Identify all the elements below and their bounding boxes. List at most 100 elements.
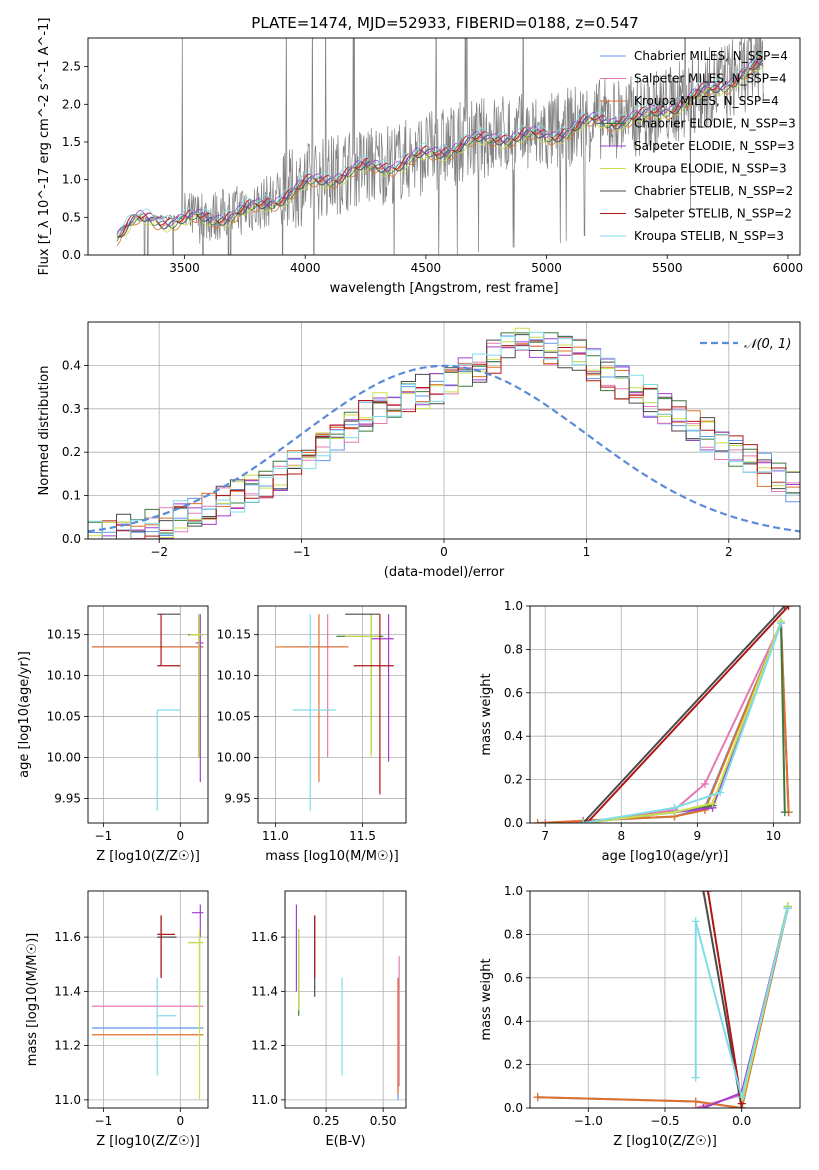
- spectrum-model-line: [117, 59, 764, 237]
- age-vs-mass-ytick-label: 10.05: [217, 710, 251, 724]
- massweight-point: [784, 606, 793, 610]
- massweight-vs-age-frame: [529, 605, 801, 824]
- massweight-vs-age-ytick-label: 0.2: [504, 773, 523, 787]
- massweight-vs-Z-panel: −1.0 −0.5 0.0 0.0 0.2 0.4 0.6 0.8 1.0 Z [log10(Z/…: [479, 884, 801, 1149]
- spectrum-xtick-label: 5500: [652, 261, 683, 275]
- massweight-point: [699, 1104, 708, 1108]
- age-vs-Z-xlabel: Z [log10(Z/Z☉)]: [96, 849, 200, 864]
- massweight-vs-Z-ytick-label: 0.6: [504, 971, 523, 985]
- age-vs-mass-xtick-label: 11.0: [262, 829, 289, 843]
- mass-vs-EBV-ytick-label: 11.0: [251, 1093, 278, 1107]
- massweight-point: [541, 819, 550, 823]
- age-vs-mass-ytick-label: 10.00: [217, 750, 251, 764]
- legend-label: 𝒩(0, 1): [744, 337, 791, 352]
- mass-vs-EBV-panel: 0.25 0.50 11.0 11.2 11.4 11.6 E(B-V): [251, 890, 407, 1149]
- mass-vs-Z-xtick-label: 0: [176, 1114, 184, 1128]
- massweight-line: [537, 908, 789, 1108]
- age-vs-Z-ytick-label: 10.15: [47, 628, 81, 642]
- massweight-vs-age-ytick-label: 0.4: [504, 729, 523, 743]
- massweight-line: [545, 622, 790, 823]
- mass-vs-EBV-xtick-label: 0.25: [313, 1114, 340, 1128]
- massweight-point: [583, 819, 592, 823]
- massweight-vs-age-xlabel: age [log10(age/yr)]: [602, 849, 729, 864]
- age-vs-Z-ytick-label: 10.10: [47, 669, 81, 683]
- spectrum-ylabel: Flux [f_λ 10^-17 erg cm^-2 s^-1 A^-1]: [37, 18, 52, 276]
- spectrum-data-line: [116, 38, 765, 255]
- legend-label: Kroupa ELODIE, N_SSP=3: [634, 162, 787, 176]
- massweight-point: [579, 819, 588, 823]
- spectrum-model-line: [116, 53, 764, 237]
- age-vs-Z-ytick-label: 9.95: [54, 791, 81, 805]
- age-vs-mass-xlabel: mass [log10(M/M☉)]: [265, 849, 398, 864]
- massweight-point: [783, 904, 792, 913]
- massweight-point: [699, 891, 708, 895]
- massweight-vs-age-ytick-label: 1.0: [504, 599, 523, 613]
- residuals-xtick-label: 0: [440, 545, 448, 559]
- residuals-xtick-label: 1: [583, 545, 591, 559]
- massweight-vs-age-ytick-label: 0.6: [504, 686, 523, 700]
- spectrum-model-line: [116, 55, 763, 239]
- massweight-vs-age-panel: 7 8 9 10 0.0 0.2 0.4 0.6 0.8 1.0 age [log10(age/yr…: [479, 599, 801, 864]
- massweight-vs-Z-ytick-label: 0.0: [504, 1101, 523, 1115]
- residuals-panel: −2 −1 0 1 2 0.0 0.1 0.2 0.3 0.4 (data-model)/error…: [37, 321, 801, 580]
- legend-label: Salpeter MILES, N_SSP=4: [634, 72, 787, 86]
- massweight-line: [707, 891, 743, 1104]
- spectrum-xlabel: wavelength [Angstrom, rest frame]: [330, 281, 559, 296]
- massweight-vs-age-xtick-label: 7: [541, 829, 549, 843]
- residual-histogram-step: [88, 336, 800, 539]
- spectrum-plot-area: [116, 38, 765, 255]
- massweight-point: [533, 1093, 542, 1102]
- massweight-line: [582, 606, 786, 823]
- age-vs-mass-panel: 11.0 11.5 9.95 10.00 10.05 10.10 10.15 mass [lo…: [217, 605, 407, 864]
- mass-vs-EBV-xlabel: E(B-V): [325, 1134, 365, 1149]
- residuals-frame: [87, 321, 801, 540]
- massweight-vs-age-ylabel: mass weight: [479, 673, 494, 755]
- spectrum-xtick-label: 4000: [290, 261, 321, 275]
- massweight-line: [537, 908, 789, 1108]
- massweight-line: [537, 623, 790, 823]
- age-vs-Z-plot-area: [91, 613, 204, 811]
- spectrum-xtick-label: 3500: [169, 261, 200, 275]
- massweight-vs-Z-xtick-label: −1.0: [574, 1114, 603, 1128]
- massweight-line: [545, 623, 790, 823]
- massweight-line: [583, 623, 782, 823]
- massweight-vs-Z-ytick-label: 1.0: [504, 884, 523, 898]
- spectrum-model-line: [117, 55, 763, 238]
- massweight-vs-age-ytick-label: 0.8: [504, 642, 523, 656]
- spectrum-frame: [87, 37, 801, 256]
- massweight-vs-age-plot-area: [533, 606, 793, 823]
- mass-vs-EBV-plot-area: [295, 904, 400, 1100]
- massweight-line: [586, 606, 790, 823]
- massweight-vs-age-xtick-label: 8: [617, 829, 625, 843]
- spectrum-legend: Chabrier MILES, N_SSP=4 Salpeter MILES, N…: [600, 49, 796, 243]
- age-vs-mass-ytick-label: 10.15: [217, 628, 251, 642]
- massweight-line: [694, 908, 789, 1098]
- residuals-ytick-label: 0.1: [62, 489, 81, 503]
- spectrum-xtick-label: 5000: [531, 261, 562, 275]
- legend-label: Salpeter ELODIE, N_SSP=3: [634, 139, 795, 153]
- massweight-vs-Z-ytick-label: 0.2: [504, 1058, 523, 1072]
- massweight-vs-age-xtick-label: 10: [766, 829, 781, 843]
- spectrum-ytick-label: 2.5: [62, 60, 81, 74]
- residuals-ylabel: Normed distribution: [37, 366, 52, 496]
- age-vs-mass-ytick-label: 10.10: [217, 669, 251, 683]
- massweight-vs-Z-xtick-label: −0.5: [650, 1114, 679, 1128]
- mass-vs-Z-xlabel: Z [log10(Z/Z☉)]: [96, 1134, 200, 1149]
- massweight-point: [737, 1093, 746, 1102]
- mass-vs-EBV-ytick-label: 11.2: [251, 1039, 278, 1053]
- normal-curve: [88, 364, 800, 533]
- massweight-point: [533, 819, 542, 823]
- mass-vs-Z-frame: [87, 890, 209, 1109]
- legend-label: Kroupa STELIB, N_SSP=3: [634, 229, 784, 243]
- mass-vs-Z-ytick-label: 11.6: [54, 930, 81, 944]
- spectrum-ytick-label: 0.5: [62, 210, 81, 224]
- age-vs-mass-frame: [257, 605, 407, 824]
- mass-vs-Z-panel: −1 0 11.0 11.2 11.4 11.6 Z [log10(Z/Z☉)] mass […: [25, 890, 209, 1149]
- residuals-ytick-label: 0.2: [62, 445, 81, 459]
- massweight-vs-Z-xtick-label: 0.0: [732, 1114, 751, 1128]
- massweight-point: [708, 799, 717, 808]
- residuals-plot-area: [88, 327, 800, 539]
- mass-vs-EBV-frame: [284, 890, 407, 1109]
- residuals-xlabel: (data-model)/error: [384, 565, 505, 580]
- spectrum-ytick-label: 0.0: [62, 248, 81, 262]
